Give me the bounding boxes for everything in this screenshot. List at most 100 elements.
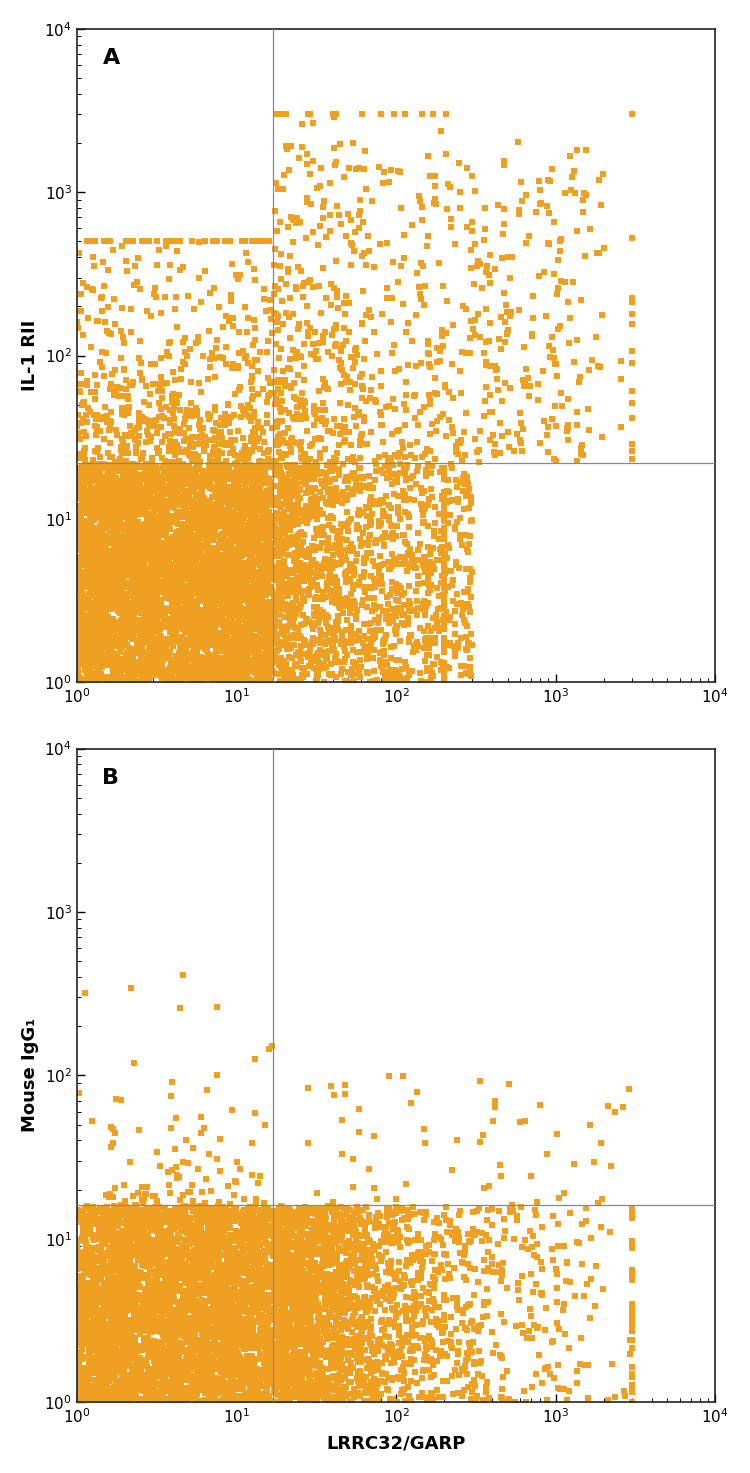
Point [94, 1198, 106, 1221]
Point [493, 193, 505, 217]
Point [306, 498, 318, 521]
Point [269, 1200, 281, 1224]
Point [189, 614, 201, 638]
Point [161, 1274, 173, 1298]
Point [173, 641, 185, 664]
Point [251, 1330, 263, 1354]
Point [270, 627, 282, 651]
Point [262, 467, 274, 491]
Point [185, 544, 197, 567]
Point [152, 1360, 164, 1383]
Point [568, 271, 580, 295]
Point [335, 1239, 347, 1262]
Point [194, 1377, 206, 1401]
Point [240, 488, 252, 511]
Point [190, 402, 202, 426]
Point [344, 1330, 356, 1354]
Point [439, 561, 451, 585]
Point [161, 1346, 173, 1370]
Point [271, 563, 283, 586]
Point [104, 1311, 116, 1335]
Point [181, 1321, 193, 1345]
Point [193, 230, 205, 253]
Point [456, 340, 468, 364]
Point [304, 542, 316, 566]
Point [257, 1289, 269, 1312]
Point [161, 1309, 173, 1333]
Point [414, 190, 426, 214]
Point [77, 1345, 89, 1368]
Point [307, 1209, 319, 1233]
Point [308, 1324, 320, 1348]
Point [254, 626, 266, 650]
Point [221, 1382, 233, 1405]
Point [361, 1211, 373, 1234]
Point [197, 1282, 209, 1305]
Point [111, 1280, 123, 1304]
Point [216, 583, 228, 607]
Point [116, 626, 128, 650]
Point [184, 611, 196, 635]
Point [268, 1333, 280, 1357]
Point [124, 461, 136, 485]
Point [204, 348, 216, 371]
Point [385, 605, 397, 629]
Point [78, 479, 90, 502]
Point [262, 439, 274, 463]
Point [349, 557, 361, 580]
Point [248, 1354, 260, 1377]
Point [368, 638, 380, 661]
Point [284, 1302, 296, 1326]
Point [206, 616, 218, 639]
Point [298, 632, 310, 655]
Point [271, 597, 283, 620]
Point [82, 544, 94, 567]
Point [87, 616, 99, 639]
Point [350, 158, 361, 181]
Point [271, 1199, 283, 1223]
Point [116, 1318, 128, 1342]
Point [98, 1326, 110, 1349]
Point [279, 465, 291, 489]
Point [88, 619, 100, 642]
Point [549, 395, 561, 418]
Point [211, 1261, 223, 1284]
Point [233, 1282, 245, 1305]
Point [596, 426, 608, 449]
Point [124, 617, 136, 641]
Point [292, 1315, 304, 1339]
Point [86, 1379, 98, 1402]
Point [436, 535, 448, 558]
Point [212, 1273, 224, 1296]
Point [155, 539, 167, 563]
Point [298, 1270, 310, 1293]
Point [265, 1200, 277, 1224]
Point [188, 1226, 200, 1249]
Point [137, 626, 149, 650]
Point [112, 1209, 125, 1233]
Point [174, 996, 186, 1019]
Point [332, 608, 344, 632]
Point [242, 1323, 254, 1346]
Point [310, 1315, 322, 1339]
Point [85, 334, 97, 358]
Point [268, 382, 280, 405]
Point [123, 545, 135, 569]
Point [380, 1240, 392, 1264]
Point [226, 642, 238, 666]
Point [232, 655, 244, 679]
Point [145, 502, 157, 526]
Point [416, 498, 428, 521]
Point [161, 452, 173, 476]
Point [256, 524, 268, 548]
Point [358, 328, 370, 352]
Point [119, 464, 131, 488]
Point [214, 1318, 226, 1342]
Point [112, 452, 125, 476]
Point [238, 567, 250, 591]
Point [206, 570, 218, 594]
Point [100, 600, 112, 623]
Point [328, 1262, 340, 1286]
Point [209, 1368, 221, 1392]
Point [115, 1193, 127, 1217]
